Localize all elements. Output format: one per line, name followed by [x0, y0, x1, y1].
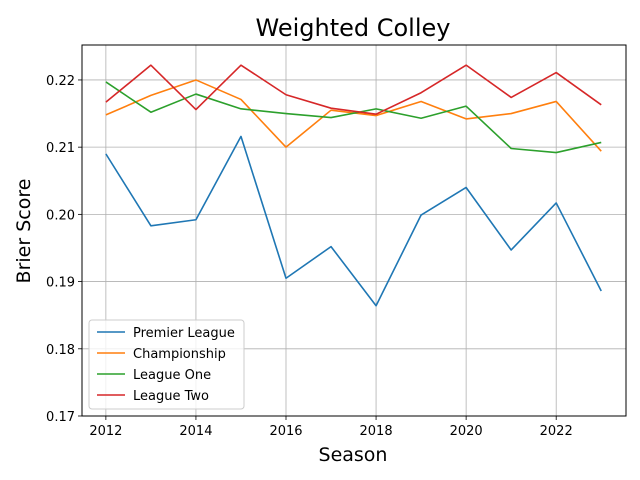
axes: 2012 2014 2016 2018 2020 2022 0.17 0.18 0.19 0.20…	[46, 74, 573, 439]
plot-area-frame	[81, 44, 627, 417]
series-line-league-two	[105, 64, 602, 116]
legend-box	[88, 319, 245, 410]
y-tick-label: 0.21	[46, 141, 75, 156]
x-tick-label: 2022	[540, 424, 573, 439]
legend-label: League Two	[133, 389, 209, 404]
x-tick-label: 2014	[179, 424, 212, 439]
series-lines	[105, 64, 602, 307]
y-tick-label: 0.22	[46, 74, 75, 89]
y-tick-label: 0.17	[46, 410, 75, 425]
legend: Premier League Championship League One Leag…	[88, 319, 245, 410]
series-line-league-one	[105, 81, 602, 154]
y-tick-label: 0.19	[46, 276, 75, 291]
y-tick-label: 0.20	[46, 208, 75, 223]
x-tick-label: 2016	[269, 424, 302, 439]
legend-label: Championship	[133, 347, 226, 362]
y-axis-title: Brier Score	[13, 179, 35, 284]
x-axis-title: Season	[319, 444, 388, 466]
y-tick-label: 0.18	[46, 343, 75, 358]
legend-label: Premier League	[133, 326, 235, 341]
chart-title: Weighted Colley	[256, 14, 451, 42]
x-tick-label: 2020	[450, 424, 483, 439]
x-tick-label: 2012	[89, 424, 122, 439]
series-line-premier-league	[105, 135, 602, 307]
legend-label: League One	[133, 368, 211, 383]
x-tick-label: 2018	[360, 424, 393, 439]
